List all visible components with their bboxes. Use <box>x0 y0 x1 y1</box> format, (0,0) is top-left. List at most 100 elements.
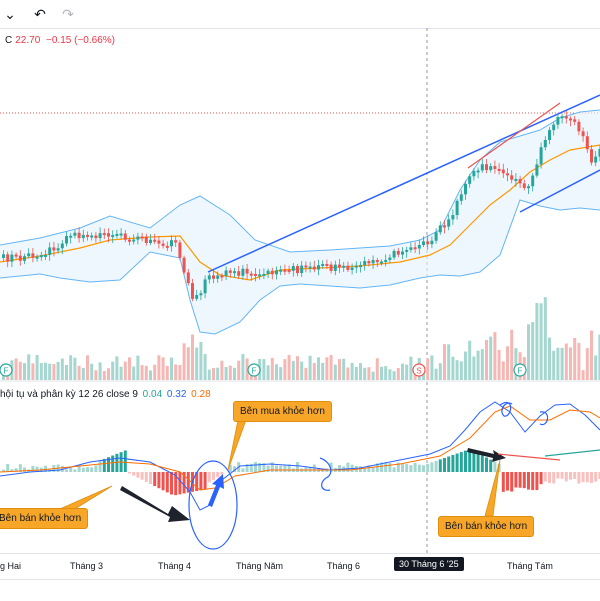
volume-bar <box>31 363 34 380</box>
candle <box>178 242 181 257</box>
histogram-bar <box>31 466 34 472</box>
volume-bar <box>19 362 22 380</box>
volume-bar <box>288 355 291 380</box>
candle <box>241 269 244 276</box>
candle <box>153 240 156 242</box>
candle <box>590 149 593 162</box>
indicator-name: hội tụ và phân kỳ <box>0 389 76 400</box>
candle <box>6 254 9 261</box>
annotation-sellers-stronger-left[interactable]: Bên bán khỏe hơn <box>0 508 88 529</box>
volume-bar <box>220 361 223 380</box>
volume-bar <box>531 322 534 380</box>
candle <box>409 247 412 250</box>
volume-bar <box>430 355 433 380</box>
candle <box>304 266 307 268</box>
volume-bar <box>136 356 139 380</box>
histogram-bar <box>99 461 102 472</box>
volume-bar <box>73 358 76 380</box>
annotation-buyers-stronger[interactable]: Bên mua khỏe hơn <box>233 401 332 422</box>
histogram-bar <box>435 461 438 472</box>
volume-bar <box>225 367 228 380</box>
volume-bar <box>103 371 106 380</box>
candle <box>233 271 236 273</box>
candle <box>120 234 123 236</box>
volume-bar <box>355 367 358 380</box>
candle <box>23 256 26 261</box>
candle <box>237 271 240 276</box>
histogram-bar <box>590 472 593 483</box>
candle <box>309 267 312 269</box>
candle <box>535 164 538 175</box>
histogram-bar <box>451 455 454 472</box>
volume-bar <box>69 355 72 380</box>
volume-group <box>2 297 600 380</box>
volume-bar <box>271 358 274 380</box>
volume-bar <box>506 346 509 380</box>
histogram-bar <box>477 453 480 472</box>
candle <box>443 225 446 227</box>
candle <box>132 240 135 242</box>
histogram-bar <box>418 465 421 472</box>
volume-bar <box>334 365 337 380</box>
histogram-bar <box>208 472 211 482</box>
annotation-sellers-stronger-right[interactable]: Bên bán khỏe hơn <box>438 516 534 537</box>
candle <box>19 256 22 261</box>
volume-bar <box>388 369 391 380</box>
current-date-tick: 30 Tháng 6 '25 <box>394 557 464 571</box>
candle <box>426 241 429 244</box>
candle <box>145 237 148 243</box>
volume-bar <box>120 367 123 380</box>
volume-bar <box>346 367 349 380</box>
histogram-bar <box>86 467 89 472</box>
histogram-bar <box>481 455 484 472</box>
volume-bar <box>132 367 135 380</box>
volume-bar <box>229 366 232 380</box>
volume-bar <box>262 359 265 380</box>
candle <box>414 247 417 249</box>
histogram-bar <box>430 462 433 472</box>
volume-bar <box>552 351 555 380</box>
histogram-bar <box>401 464 404 472</box>
volume-bar <box>393 371 396 380</box>
candle <box>82 235 85 238</box>
candle <box>582 131 585 136</box>
volume-bar <box>384 366 387 380</box>
candle <box>493 166 496 169</box>
histogram-bar <box>111 456 114 472</box>
histogram-bar <box>489 460 492 472</box>
histogram-bar <box>456 454 459 472</box>
candle <box>514 179 517 181</box>
candle <box>464 184 467 194</box>
histogram-bar <box>506 472 509 491</box>
volume-bar <box>359 363 362 380</box>
time-axis[interactable]: g Hai Tháng 3 Tháng 4 Tháng Năm Tháng 6 … <box>0 553 600 580</box>
volume-bar <box>321 363 324 380</box>
volume-bar <box>338 359 341 380</box>
candle <box>258 274 261 276</box>
candle <box>346 266 349 270</box>
volume-bar <box>145 366 148 380</box>
candle <box>338 265 341 268</box>
candle <box>36 257 39 259</box>
candle <box>405 250 408 252</box>
candle <box>2 254 5 258</box>
volume-bar <box>309 356 312 380</box>
volume-bar <box>170 358 173 380</box>
volume-bar <box>426 358 429 380</box>
candle <box>451 215 454 219</box>
volume-bar <box>502 361 505 380</box>
histogram-bar <box>443 458 446 472</box>
candle <box>300 266 303 274</box>
candle <box>472 171 475 176</box>
bollinger-band <box>0 110 600 334</box>
volume-bar <box>48 364 51 380</box>
histogram-bar <box>162 472 165 490</box>
volume-bar <box>573 338 576 380</box>
histogram-bar <box>582 472 585 482</box>
histogram-bar <box>65 470 68 472</box>
candle <box>498 169 501 171</box>
candle <box>212 275 215 278</box>
volume-bar <box>44 363 47 380</box>
candle <box>468 176 471 184</box>
